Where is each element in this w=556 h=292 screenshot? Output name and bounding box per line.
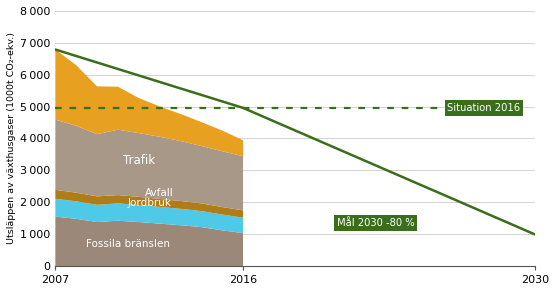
- Y-axis label: Utsläppen av växthusgaser (1000t CO₂-ekv.): Utsläppen av växthusgaser (1000t CO₂-ekv…: [7, 32, 16, 244]
- Text: Situation 2016: Situation 2016: [448, 103, 520, 113]
- Text: Avfall: Avfall: [145, 188, 174, 198]
- Text: Fossila bränslen: Fossila bränslen: [86, 239, 170, 249]
- Text: Jordbruk: Jordbruk: [127, 198, 171, 208]
- Text: Mål 2030 -80 %: Mål 2030 -80 %: [337, 218, 415, 228]
- Text: El: El: [154, 89, 165, 102]
- Text: Trafik: Trafik: [123, 154, 155, 167]
